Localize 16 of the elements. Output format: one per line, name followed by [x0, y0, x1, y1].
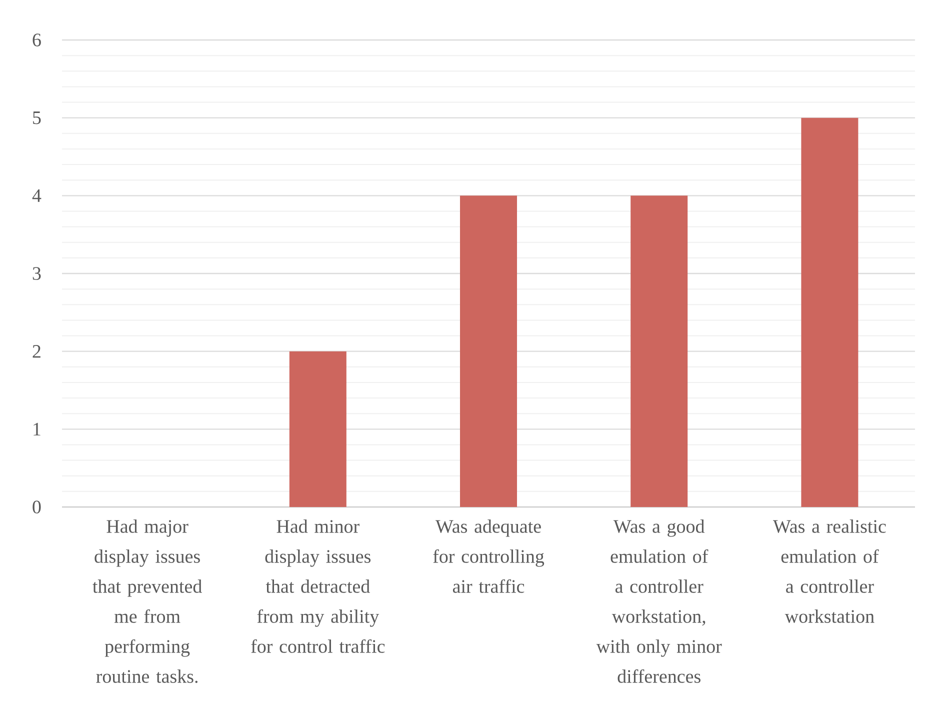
y-tick-label: 6: [32, 34, 41, 46]
bar: [801, 118, 858, 507]
bar: [460, 196, 518, 507]
bar: [289, 351, 346, 507]
x-tick-label: Was a realistic emulation of a controller workstation: [772, 520, 886, 623]
y-tick-label: 2: [32, 345, 40, 358]
y-tick-label: 5: [33, 112, 41, 124]
y-tick-label: 1: [34, 422, 40, 436]
y-tick-label: 3: [32, 267, 41, 280]
y-tick-label: 0: [32, 500, 41, 514]
x-tick-label: Had major display issues that prevented me from performing routine tasks.: [92, 520, 202, 683]
y-tick-label: 4: [32, 189, 42, 202]
x-tick-label: Had minor display issues that detracted from my ability for control traffic: [251, 520, 385, 653]
bar: [630, 196, 688, 507]
x-tick-label: Was a good emulation of a controller workstation, with only minor differences: [596, 520, 722, 683]
x-tick-label: Was adequate for controlling air traffic: [433, 520, 544, 593]
